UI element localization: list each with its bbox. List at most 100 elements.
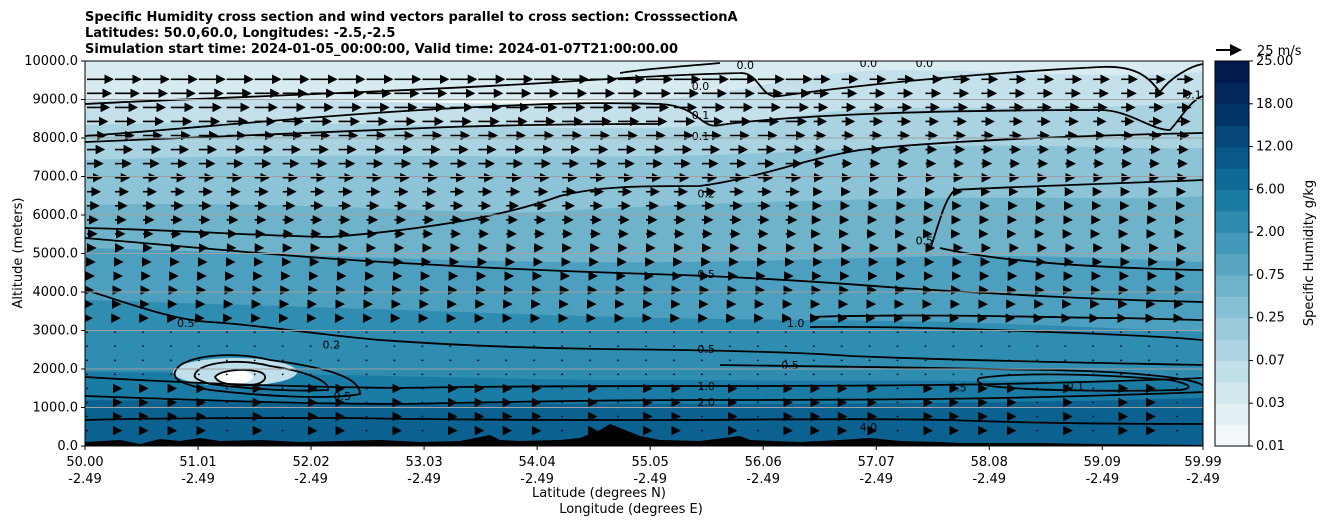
colorbar-segment <box>1215 189 1249 212</box>
wind-vector <box>281 373 284 376</box>
wind-vectors <box>85 74 1194 436</box>
wind-vector <box>645 331 647 334</box>
wind-vector <box>337 331 340 334</box>
wind-vector <box>589 373 591 376</box>
wind-vector <box>253 331 256 334</box>
wind-vector <box>505 359 508 362</box>
colorbar: 0.01 0.03 0.07 0.25 0.75 2.00 6.00 12.00 18.00 25… <box>1214 54 1293 454</box>
wind-vector <box>645 373 647 376</box>
wind-vector <box>337 359 340 362</box>
wind-vector <box>225 415 228 418</box>
wind-vector <box>701 345 703 348</box>
wind-vector <box>142 331 144 334</box>
wind-vector <box>225 331 228 334</box>
wind-vector <box>1036 331 1039 334</box>
wind-vector <box>421 359 424 362</box>
wind-vector <box>1120 345 1123 348</box>
wind-vector <box>253 373 256 376</box>
chart-title-line2: Latitudes: 50.0,60.0, Longitudes: -2.5,-… <box>85 26 395 41</box>
quiver-key: 25 m/s <box>1216 44 1302 59</box>
wind-vector <box>1092 415 1095 418</box>
x-tick-label-lat: 55.05 <box>632 455 669 470</box>
wind-vector <box>365 331 368 334</box>
wind-vector <box>477 359 480 362</box>
wind-vector <box>980 345 983 348</box>
contour-label: 0.0 <box>737 59 755 72</box>
wind-vector <box>952 373 955 376</box>
wind-vector <box>1176 331 1178 334</box>
wind-vector <box>1036 401 1039 404</box>
wind-vector <box>896 387 899 390</box>
wind-vector <box>728 373 731 376</box>
wind-vector <box>980 331 983 334</box>
contour-labels: 0.0 0.0 0.0 0.0 0.1 0.1 0.1 0.2 0.5 0.5 0.5 0.5 1.0 2… <box>177 57 1202 434</box>
colorbar-segment <box>1215 167 1249 190</box>
wind-vector <box>197 359 200 362</box>
contour-1.0-c <box>85 376 1203 389</box>
wind-vector <box>169 345 172 348</box>
x-tick-label-lat: 52.02 <box>292 455 329 470</box>
wind-vector <box>337 345 340 348</box>
wind-vector <box>337 373 340 376</box>
wind-vector <box>225 359 228 362</box>
wind-vector <box>477 331 480 334</box>
colorbar-segment <box>1215 103 1249 126</box>
wind-vector <box>421 429 424 432</box>
wind-vector <box>86 415 88 418</box>
colorbar-tick-label: 0.03 <box>1256 396 1285 411</box>
wind-vector <box>142 359 144 362</box>
contour-0.1-a <box>85 95 1203 137</box>
wind-vector <box>1176 359 1178 362</box>
x-tick-label-lat: 53.03 <box>405 455 442 470</box>
wind-vector <box>840 373 843 376</box>
wind-vector <box>1148 345 1150 348</box>
wind-vector <box>868 359 871 362</box>
contour-0.0-b <box>619 62 721 74</box>
x-tick-label-lon: -2.49 <box>407 472 441 487</box>
colorbar-segment <box>1215 274 1249 297</box>
contour-label: 0.2 <box>322 339 340 352</box>
wind-vector <box>1092 345 1095 348</box>
wind-vector <box>449 359 452 362</box>
contour-1.0-a <box>809 314 1203 321</box>
colorbar-segment <box>1215 339 1249 362</box>
wind-vector <box>784 345 787 348</box>
x-tick-label-lat: 51.01 <box>179 455 216 470</box>
wind-vector <box>589 359 591 362</box>
contour-label: 0.5 <box>916 234 934 247</box>
wind-vector <box>281 387 284 390</box>
contour-label: 0.5 <box>697 343 715 356</box>
colorbar-segment <box>1215 424 1249 447</box>
x-tick-label-lat: 59.99 <box>1184 455 1221 470</box>
wind-vector <box>114 373 116 376</box>
contour-label: 0.0 <box>916 57 934 70</box>
wind-vector <box>281 401 284 404</box>
contour-label: 4.0 <box>860 421 878 434</box>
wind-vector <box>701 387 703 390</box>
contour-label: 0.0 <box>692 80 710 93</box>
wind-vector <box>1148 331 1150 334</box>
wind-vector <box>701 401 703 404</box>
x-axis-label-lon: Longitude (degrees E) <box>559 502 703 517</box>
wind-vector <box>533 373 536 376</box>
quiver-key-label: 25 m/s <box>1257 44 1302 59</box>
colorbar-segment <box>1215 381 1249 404</box>
colorbar-frame <box>1214 60 1250 447</box>
colorbar-segment <box>1215 82 1249 105</box>
wind-vector <box>896 415 899 418</box>
wind-vector <box>952 359 955 362</box>
wind-vector <box>533 359 536 362</box>
contour-label: 0.5 <box>697 268 715 281</box>
wind-vector <box>225 345 228 348</box>
wind-vector <box>86 359 88 362</box>
wind-vector <box>617 401 619 404</box>
y-tick-label: 7000.0 <box>33 170 79 185</box>
wind-vector <box>197 331 200 334</box>
wind-vector <box>1176 373 1178 376</box>
wind-vector <box>1176 387 1178 390</box>
wind-vector <box>505 331 508 334</box>
wind-vector <box>701 331 703 334</box>
wind-vector <box>840 345 843 348</box>
wind-vector <box>533 345 536 348</box>
wind-vector <box>728 345 731 348</box>
